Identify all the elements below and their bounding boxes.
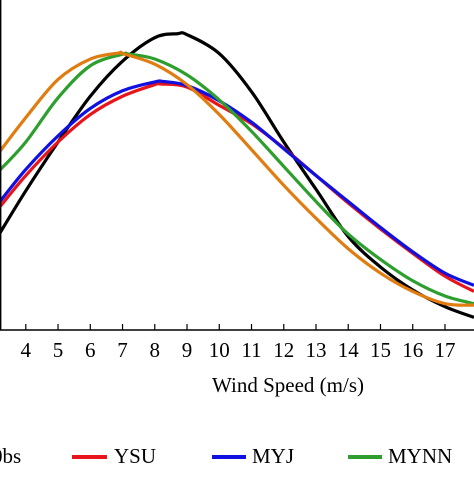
series-layer (0, 31, 474, 319)
x-tick-label-13: 13 (306, 338, 327, 362)
series-line-unlabeled-4 (0, 50, 474, 307)
x-tick-label-5: 5 (53, 338, 64, 362)
legend-label-mynn: MYNN (388, 444, 452, 468)
x-tick-label-16: 16 (402, 338, 423, 362)
x-tick-label-11: 11 (241, 338, 261, 362)
x-tick-label-8: 8 (150, 338, 161, 362)
legend: 0bs YSU MYJ MYNN (0, 444, 452, 468)
x-tick-label-7: 7 (117, 338, 128, 362)
legend-label-ysu: YSU (114, 444, 156, 468)
legend-item-mynn: MYNN (348, 444, 452, 468)
x-tick-label-10: 10 (209, 338, 230, 362)
x-tick-label-6: 6 (85, 338, 96, 362)
legend-label-myj: MYJ (252, 444, 294, 468)
x-tick-label-17: 17 (434, 338, 455, 362)
x-tick-label-4: 4 (21, 338, 32, 362)
x-tick-label-14: 14 (338, 338, 360, 362)
x-tick-label-15: 15 (370, 338, 391, 362)
legend-label-obs: 0bs (0, 444, 21, 468)
legend-item-obs: 0bs (0, 444, 21, 468)
x-axis: 34567891011121314151617 (0, 0, 474, 362)
legend-item-myj: MYJ (212, 444, 294, 468)
x-tick-label-9: 9 (182, 338, 193, 362)
series-line-obs (0, 31, 474, 319)
series-line-myj (0, 79, 474, 287)
x-tick-label-12: 12 (273, 338, 294, 362)
legend-item-ysu: YSU (72, 444, 156, 468)
series-line-mynn (0, 51, 474, 306)
x-axis-title: Wind Speed (m/s) (212, 373, 364, 397)
